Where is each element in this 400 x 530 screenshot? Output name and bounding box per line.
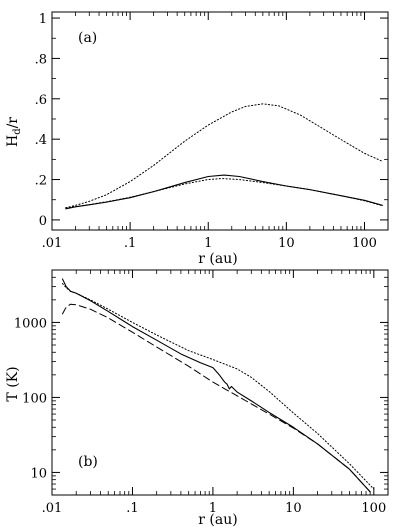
panel-a-y-axis-label: Hd/r — [5, 117, 23, 147]
panel-1-y-tick-label: 1000 — [14, 316, 47, 331]
panel-0-y-tick-label: .8 — [35, 52, 47, 67]
panel-b-plot: .01 .1 1 10 100 10 100 1000 (b) r (au) T (K) — [5, 269, 389, 528]
panel-0-y-tick-label: .2 — [35, 174, 47, 189]
panel-a-x-axis-label: r (au) — [198, 251, 237, 267]
panel-0-x-tick-label: .01 — [42, 236, 63, 251]
panel-a-frame — [51, 11, 389, 231]
panel-b-x-axis-label: r (au) — [198, 512, 237, 528]
panel-0-x-tick-label: .1 — [124, 236, 136, 251]
panel-0-series-solid-line — [65, 174, 384, 210]
panel-1-x-tick-label: .01 — [42, 501, 63, 516]
panel-1-x-tick-label: 1 — [209, 501, 217, 516]
panel-b-label: (b) — [78, 454, 98, 470]
panel-0-x-tick-label: 10 — [278, 236, 295, 251]
panel-1-y-tick-label: 100 — [22, 391, 47, 406]
panel-a-ticks: .01 .1 1 10 100 0 .2 .4 .6 .8 1 — [35, 12, 388, 251]
panel-0-y-tick-label: .4 — [35, 133, 47, 148]
panel-1-y-tick-label: 10 — [30, 466, 47, 481]
panel-1-series-dashed-line — [61, 303, 371, 493]
panel-0-x-tick-label: 100 — [352, 236, 377, 251]
panel-a-y-axis-label-main: H — [5, 135, 21, 147]
panel-1-x-tick-label: 100 — [361, 501, 386, 516]
panel-b-ticks: .01 .1 1 10 100 10 100 1000 — [14, 270, 388, 516]
panel-b-series — [61, 278, 375, 493]
panel-0-series-dotted-high-line — [65, 103, 383, 209]
panel-0-series-dotted-low-line — [65, 178, 383, 209]
panel-0-x-tick-label: 1 — [204, 236, 212, 251]
panel-b-y-axis-label: T (K) — [5, 366, 21, 401]
panel-0-y-tick-label: 0 — [39, 214, 47, 229]
panel-a-y-axis-label-tail: /r — [5, 117, 21, 129]
panel-a-y-axis-label-sub: d — [12, 128, 23, 135]
panel-1-x-tick-label: .1 — [126, 501, 138, 516]
panel-a-label: (a) — [78, 30, 97, 46]
panel-1-series-solid-line — [61, 278, 371, 493]
panel-a-series — [65, 103, 384, 210]
panel-0-y-tick-label: 1 — [39, 12, 47, 27]
panel-1-x-tick-label: 10 — [285, 501, 302, 516]
panel-1-series-dotted-line — [61, 283, 375, 490]
panel-0-y-tick-label: .6 — [35, 93, 47, 108]
panel-b-frame — [51, 269, 389, 496]
panel-a-plot: .01 .1 1 10 100 0 .2 .4 .6 .8 1 (a) r (au) Hd/r — [5, 11, 389, 267]
